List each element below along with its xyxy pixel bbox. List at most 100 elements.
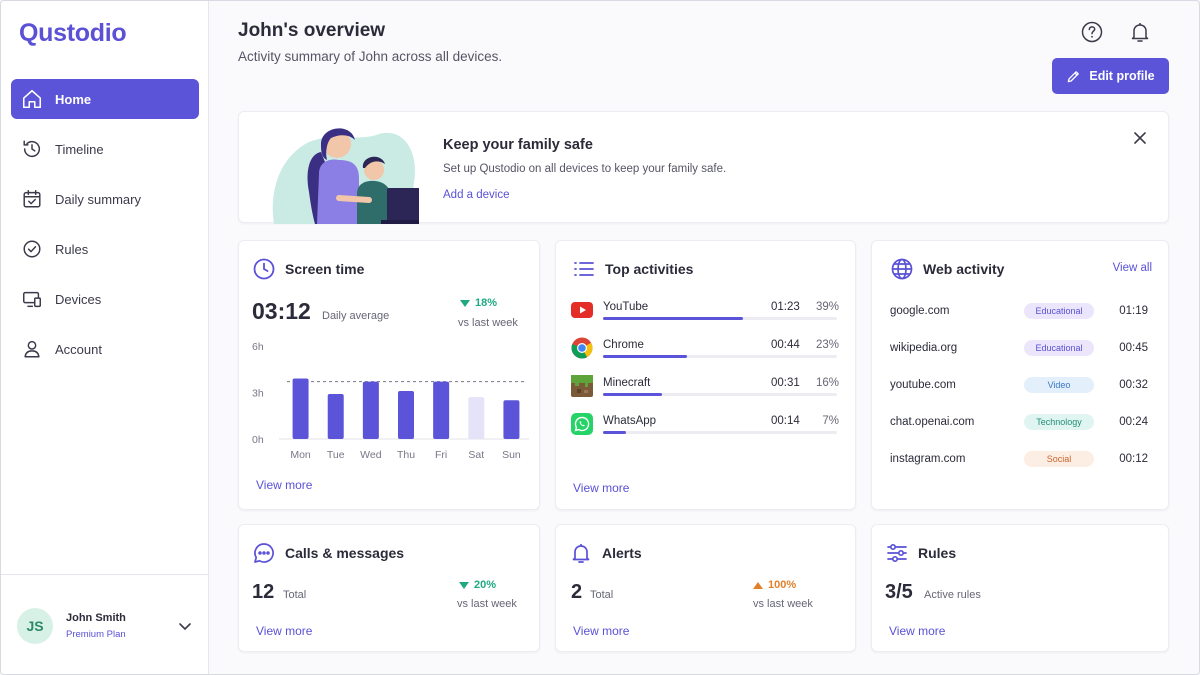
web-time: 00:32 [1119,379,1148,391]
web-row[interactable]: wikipedia.org Educational 00:45 [890,340,1152,358]
rules-card: Rules 3/5 Active rules View more [871,524,1169,652]
card-header: Screen time [252,257,364,281]
delta-caption: vs last week [458,317,518,329]
y-tick-label: 6h [252,341,264,353]
web-domain: wikipedia.org [890,342,958,354]
activity-row[interactable]: WhatsApp 00:14 7% [571,413,839,447]
web-time: 01:19 [1119,305,1148,317]
category-badge: Educational [1024,303,1094,319]
view-more-link[interactable]: View more [256,478,313,492]
x-tick-label: Tue [327,449,345,461]
bell-icon[interactable] [1128,20,1152,44]
chevron-down-icon[interactable] [178,619,192,633]
sidebar-item-daily-summary[interactable]: Daily summary [11,179,199,219]
history-icon [21,138,55,160]
activity-row[interactable]: Chrome 00:44 23% [571,337,839,371]
sidebar-item-home[interactable]: Home [11,79,199,119]
x-tick-label: Sat [468,449,484,461]
delta-caption: vs last week [753,598,813,610]
sidebar-item-account[interactable]: Account [11,329,199,369]
activity-progress-fill [603,431,627,434]
alerts-card: Alerts 2 Total 100% vs last week View mo… [555,524,856,652]
activity-name: WhatsApp [603,415,657,427]
web-time: 00:12 [1119,453,1148,465]
y-tick-label: 3h [252,388,264,400]
web-row[interactable]: instagram.com Social 00:12 [890,451,1152,469]
view-more-link[interactable]: View more [573,481,630,495]
bar-wed[interactable] [362,381,379,439]
card-title: Alerts [602,545,642,561]
sidebar-item-rules[interactable]: Rules [11,229,199,269]
web-domain: youtube.com [890,379,956,391]
banner-title: Keep your family safe [443,137,593,153]
user-profile-menu[interactable]: JS John Smith Premium Plan [1,574,208,674]
activity-time: 01:23 [771,301,800,313]
activity-progress-fill [603,355,688,358]
bar-sat[interactable] [468,397,485,439]
sidebar-item-label: Home [55,91,92,107]
check-circle-icon [21,238,55,260]
card-header: Top activities [572,257,693,281]
card-title: Top activities [605,261,694,277]
activity-time: 00:31 [771,377,800,389]
close-icon[interactable] [1132,130,1148,146]
web-row[interactable]: youtube.com Video 00:32 [890,377,1152,395]
view-more-link[interactable]: View more [889,624,946,638]
sidebar-item-devices[interactable]: Devices [11,279,199,319]
home-icon [21,88,55,110]
bar-sun[interactable] [503,400,520,439]
category-badge: Educational [1024,340,1094,356]
x-tick-label: Thu [397,449,415,461]
web-activity-card: Web activity View all google.com Educatio… [871,240,1169,510]
bell-icon [572,544,590,563]
x-tick-label: Sun [502,449,521,461]
rules-value: 3/5 [885,581,913,603]
devices-icon [21,288,55,310]
bar-thu[interactable] [398,390,414,439]
bar-chart: 0h 3h 6h Mon Tue Wed Thu Fri Sat Sun [252,341,529,461]
view-more-link[interactable]: View more [256,624,313,638]
sidebar-item-label: Devices [55,291,102,307]
user-icon [21,338,55,360]
list-icon [574,262,594,276]
web-domain: instagram.com [890,453,966,465]
screen-time-delta: 18% [460,297,497,309]
activity-name: Minecraft [603,377,651,389]
bar-mon[interactable] [292,378,309,439]
activity-progress-track [603,431,837,434]
web-row[interactable]: google.com Educational 01:19 [890,303,1152,321]
add-device-link[interactable]: Add a device [443,189,510,201]
activity-progress-fill [603,393,662,396]
screen-time-card: Screen time 03:12 Daily average 18% vs l… [238,240,540,510]
activity-row[interactable]: YouTube 01:23 39% [571,299,839,333]
edit-profile-button[interactable]: Edit profile [1052,58,1169,94]
web-domain: chat.openai.com [890,416,975,428]
sidebar-item-label: Daily summary [55,191,141,207]
arrow-down-icon [460,299,470,307]
web-row[interactable]: chat.openai.com Technology 00:24 [890,414,1152,432]
view-all-link[interactable]: View all [1112,262,1152,274]
activity-row[interactable]: Minecraft 00:31 16% [571,375,839,409]
youtube-icon [571,302,593,318]
activity-time: 00:14 [771,415,800,427]
user-name: John Smith [66,611,126,624]
user-plan: Premium Plan [66,628,126,640]
family-illustration [272,128,419,224]
sidebar-item-timeline[interactable]: Timeline [11,129,199,169]
activity-progress-track [603,355,837,358]
clock-icon [253,258,275,280]
alerts-value: 2 [571,581,583,603]
card-header: Web activity [890,257,1004,281]
card-header: Alerts [569,541,642,565]
delta-caption: vs last week [457,598,517,610]
calls-label: Total [283,589,307,601]
card-title: Rules [918,545,957,561]
logo[interactable]: Qustodio [19,19,127,47]
pencil-icon [1068,70,1080,82]
view-more-link[interactable]: View more [573,624,630,638]
activity-progress-track [603,393,837,396]
bar-tue[interactable] [327,394,344,439]
help-icon[interactable] [1080,20,1104,44]
web-time: 00:24 [1119,416,1148,428]
bar-fri[interactable] [433,381,450,439]
